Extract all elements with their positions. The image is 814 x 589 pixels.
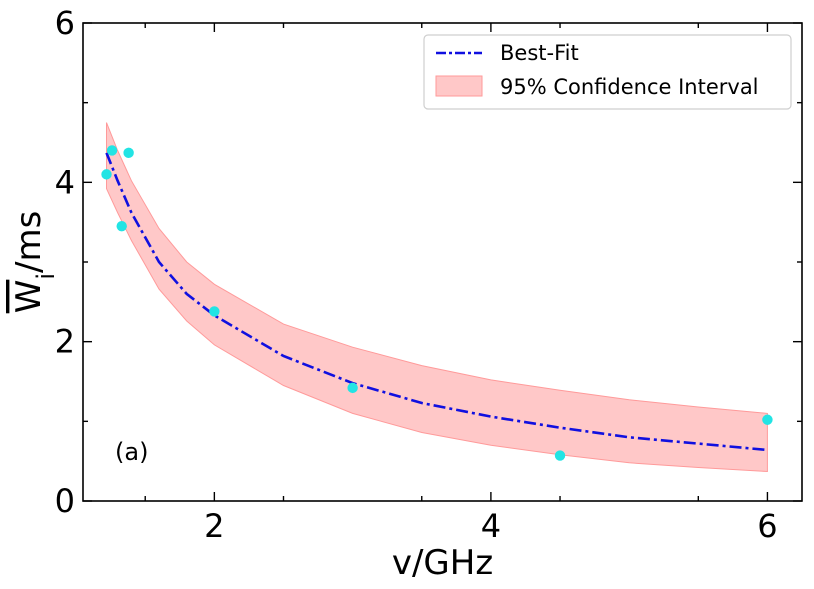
data-point [347, 382, 358, 394]
data-points [101, 145, 773, 461]
plot-area [101, 122, 773, 473]
data-point [116, 220, 127, 232]
y-tick-label: 4 [55, 163, 75, 201]
y-tick-label: 6 [55, 4, 75, 42]
plot-frame [82, 22, 803, 502]
panel-annotation: (a) [115, 438, 148, 466]
data-point [123, 147, 134, 159]
legend-fit-label: Best-Fit [500, 41, 579, 65]
data-point [106, 145, 118, 156]
legend-ci-swatch [435, 75, 483, 97]
y-axis-label: Wi/ms [9, 211, 60, 314]
y-label-sub: i [32, 273, 60, 280]
y-label-unit: /ms [9, 211, 49, 273]
y-label-base: W [9, 280, 49, 314]
x-tick-label: 6 [757, 507, 777, 545]
y-tick-label: 0 [55, 482, 75, 520]
y-tick-label: 2 [55, 323, 75, 361]
confidence-band [106, 122, 768, 473]
x-tick-label: 2 [204, 507, 224, 545]
x-axis-label: v/GHz [392, 543, 493, 583]
data-point [101, 169, 112, 180]
x-tick-label: 4 [481, 507, 501, 545]
data-point [762, 414, 773, 425]
best-fit-line [105, 152, 768, 452]
legend-box [423, 34, 792, 110]
svg-text:Wi/ms: Wi/ms [9, 211, 60, 314]
data-point [209, 306, 220, 317]
data-point [554, 450, 566, 461]
legend-ci-label: 95% Confidence Interval [500, 75, 759, 99]
legend: Best-Fit 95% Confidence Interval [423, 34, 792, 110]
tick-labels: 2 4 6 0 2 4 6 [55, 4, 778, 545]
